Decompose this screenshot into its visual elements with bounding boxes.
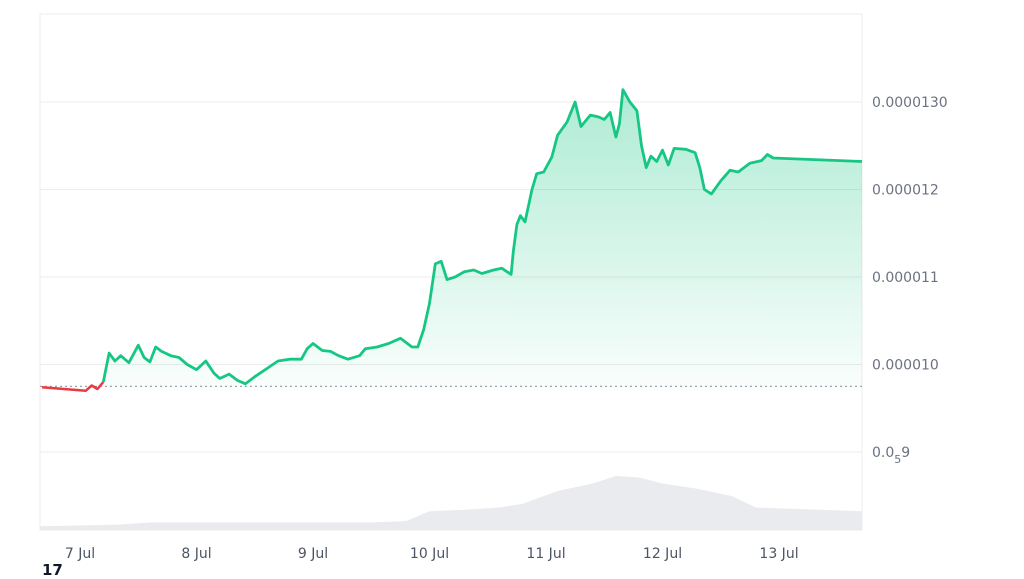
y-tick-label: 0.000010 <box>872 358 939 374</box>
volume-shape <box>40 476 862 530</box>
price-line-up-segment <box>101 88 863 386</box>
price-line-down-segment <box>41 381 105 392</box>
x-tick-label: 12 Jul <box>643 546 682 562</box>
price-line <box>41 88 863 392</box>
x-axis-ticks: 7 Jul 8 Jul 9 Jul 10 Jul 11 Jul 12 Jul 13 Jul <box>65 546 799 562</box>
x-tick-label: 11 Jul <box>526 546 565 562</box>
y-tick-label: 0.000011 <box>872 270 939 286</box>
area-fill <box>42 89 862 391</box>
y-tick-label: 0.059 <box>872 445 910 466</box>
y-tick-label: 0.000012 <box>872 183 939 199</box>
y-tick-label: 0.0000130 <box>872 95 948 111</box>
x-tick-label: 13 Jul <box>759 546 798 562</box>
x-tick-label: 7 Jul <box>65 546 95 562</box>
price-area-fill <box>42 89 862 391</box>
x-tick-label: 8 Jul <box>181 546 211 562</box>
x-tick-label: 9 Jul <box>298 546 328 562</box>
x-tick-label: 10 Jul <box>410 546 449 562</box>
y-axis-ticks: 0.0000130 0.000012 0.000011 0.000010 0.059 <box>872 95 948 466</box>
corner-label: 17 <box>42 561 63 579</box>
volume-area <box>40 476 862 530</box>
